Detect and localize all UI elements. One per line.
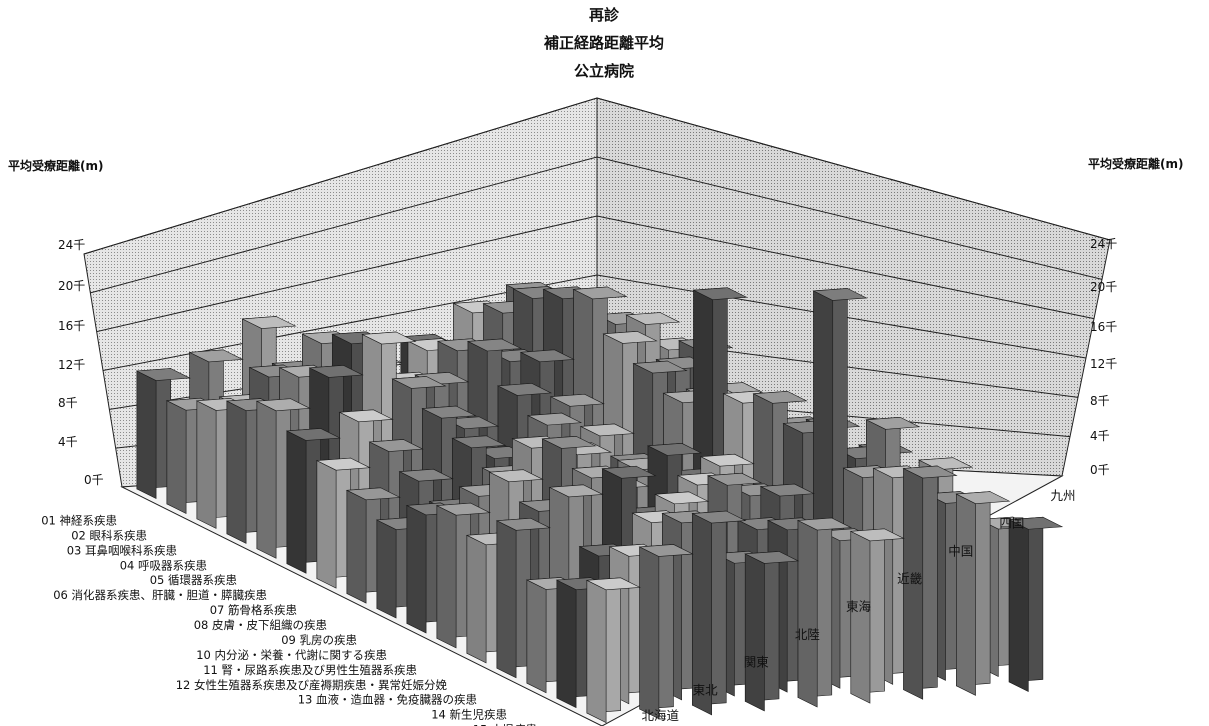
z-tick-label-left: 12千 xyxy=(58,358,85,372)
disease-category-label: 11 腎・尿路系疾患及び男性生殖器系疾患 xyxy=(203,663,417,677)
bar xyxy=(955,491,1011,696)
z-tick-label-left: 16千 xyxy=(58,319,85,333)
z-tick-label-right: 12千 xyxy=(1090,357,1117,371)
disease-category-label: 15 小児疾患 xyxy=(473,723,537,726)
bar xyxy=(638,544,694,720)
chart-title-line1: 再診 xyxy=(589,6,620,24)
z-tick-label-left: 24千 xyxy=(58,238,85,252)
z-tick-label-left: 8千 xyxy=(58,396,78,410)
z-tick-label-right: 20千 xyxy=(1090,280,1117,294)
bar xyxy=(585,577,641,724)
disease-category-label: 10 内分泌・栄養・代謝に関する疾患 xyxy=(196,648,387,662)
z-tick-label-right: 0千 xyxy=(1090,463,1110,477)
z-ticks-right: 0千 4千 8千 12千 16千 20千 24千 xyxy=(1090,237,1117,477)
z-ticks-left: 0千 4千 8千 12千 16千 20千 24千 xyxy=(58,238,104,487)
z-tick-label-right: 4千 xyxy=(1090,429,1110,443)
disease-category-label: 04 呼吸器系疾患 xyxy=(120,558,207,572)
z-tick-label-right: 8千 xyxy=(1090,394,1110,408)
region-label: 北海道 xyxy=(642,708,680,723)
bar xyxy=(285,428,341,574)
z-tick-label-right: 24千 xyxy=(1090,237,1117,251)
region-label: 四国 xyxy=(999,516,1024,531)
bar xyxy=(255,398,311,559)
disease-category-label: 06 消化器系疾患、肝臓・胆道・膵臓疾患 xyxy=(53,588,267,602)
bar xyxy=(744,551,800,712)
bars xyxy=(135,281,1064,724)
bar xyxy=(691,510,747,716)
bar xyxy=(405,502,461,634)
bar xyxy=(345,487,401,604)
region-label: 東北 xyxy=(693,682,719,697)
z-axis-title-left: 平均受療距離(m) xyxy=(8,158,103,173)
disease-category-label: 08 皮膚・皮下組織の疾患 xyxy=(194,618,327,632)
z-tick-label-left: 0千 xyxy=(84,473,104,487)
bar xyxy=(495,517,551,679)
region-label: 九州 xyxy=(1050,488,1075,503)
region-label: 北陸 xyxy=(795,627,820,642)
chart-title-line3: 公立病院 xyxy=(574,62,634,80)
disease-category-label: 12 女性生殖器系疾患及び産褥期疾患・異常妊娠分娩 xyxy=(176,678,448,692)
bar xyxy=(796,517,853,708)
disease-category-label: 14 新生児疾患 xyxy=(431,708,507,722)
bar xyxy=(195,398,251,529)
z-tick-label-left: 4千 xyxy=(58,435,78,449)
bar xyxy=(849,528,905,704)
region-label: 東海 xyxy=(846,599,872,614)
bar xyxy=(902,465,958,700)
bar xyxy=(525,577,581,694)
disease-category-label: 02 眼科系疾患 xyxy=(71,528,147,542)
z-axis-title-right: 平均受療距離(m) xyxy=(1088,156,1183,171)
disease-category-label: 07 筋骨格系疾患 xyxy=(210,603,297,617)
disease-category-label: 05 循環器系疾患 xyxy=(150,573,237,587)
bar xyxy=(135,368,191,500)
disease-category-label: 01 神経系疾患 xyxy=(41,513,117,527)
disease-category-label: 09 乳房の疾患 xyxy=(281,633,357,647)
disease-category-label: 13 血液・造血器・免疫臓器の疾患 xyxy=(298,693,477,707)
bar xyxy=(315,457,371,589)
bar xyxy=(435,502,491,649)
region-label: 関東 xyxy=(744,655,770,670)
disease-category-label: 03 耳鼻咽喉科系疾患 xyxy=(67,543,177,557)
chart-title-line2: 補正経路距離平均 xyxy=(543,34,664,52)
region-label: 中国 xyxy=(948,543,973,558)
region-label: 近畿 xyxy=(897,571,923,586)
z-tick-label-left: 20千 xyxy=(58,279,85,293)
z-tick-label-right: 16千 xyxy=(1090,320,1117,334)
bar xyxy=(1008,516,1064,692)
